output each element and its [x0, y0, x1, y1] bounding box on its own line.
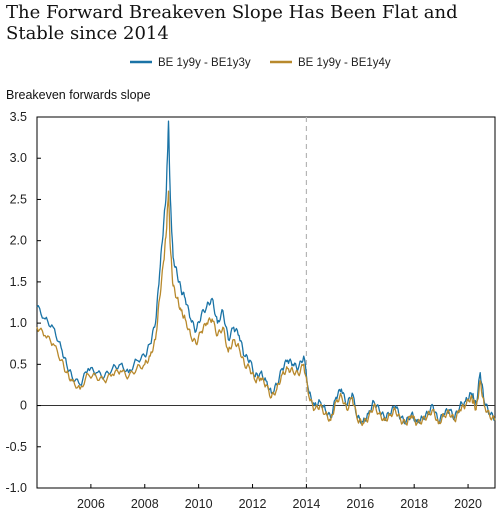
y-tick-label: -0.5	[5, 440, 27, 454]
series-layer	[36, 120, 496, 427]
y-tick-label: 3.5	[10, 110, 27, 124]
x-tick-label: 2012	[239, 497, 267, 511]
y-tick-label: -1.0	[5, 481, 27, 495]
y-tick-label: 0	[20, 399, 27, 413]
plot-frame	[36, 116, 496, 489]
x-tick-label: 2018	[400, 497, 428, 511]
x-tick-label: 2010	[185, 497, 213, 511]
x-tick-label: 2016	[346, 497, 374, 511]
chart-title: The Forward Breakeven Slope Has Been Fla…	[6, 2, 458, 44]
y-tick-label: 3.0	[10, 151, 27, 165]
legend-label-1: BE 1y9y - BE1y3y	[158, 57, 251, 69]
legend: BE 1y9y - BE1y3y BE 1y9y - BE1y4y	[130, 57, 391, 69]
y-tick-label: 2.0	[10, 234, 27, 248]
y-tick-label: 1.0	[10, 316, 27, 330]
y-axis-label: Breakeven forwards slope	[6, 88, 151, 102]
x-tick-label: 2006	[77, 497, 105, 511]
series-line-2	[36, 190, 496, 427]
y-tick-label: 0.5	[10, 357, 27, 371]
plot-area	[36, 116, 496, 489]
x-tick-label: 2008	[131, 497, 159, 511]
axes-layer: 3.5 3.0 2.5 2.0 1.5 1.0 0.5 0 -0.5 -1.0 2006 2008 20…	[5, 110, 482, 511]
y-tick-label: 1.5	[10, 275, 27, 289]
x-tick-label: 2020	[454, 497, 482, 511]
y-tick-label: 2.5	[10, 192, 27, 206]
legend-label-2: BE 1y9y - BE1y4y	[298, 57, 391, 69]
x-tick-label: 2014	[293, 497, 321, 511]
series-line-1	[36, 120, 496, 425]
